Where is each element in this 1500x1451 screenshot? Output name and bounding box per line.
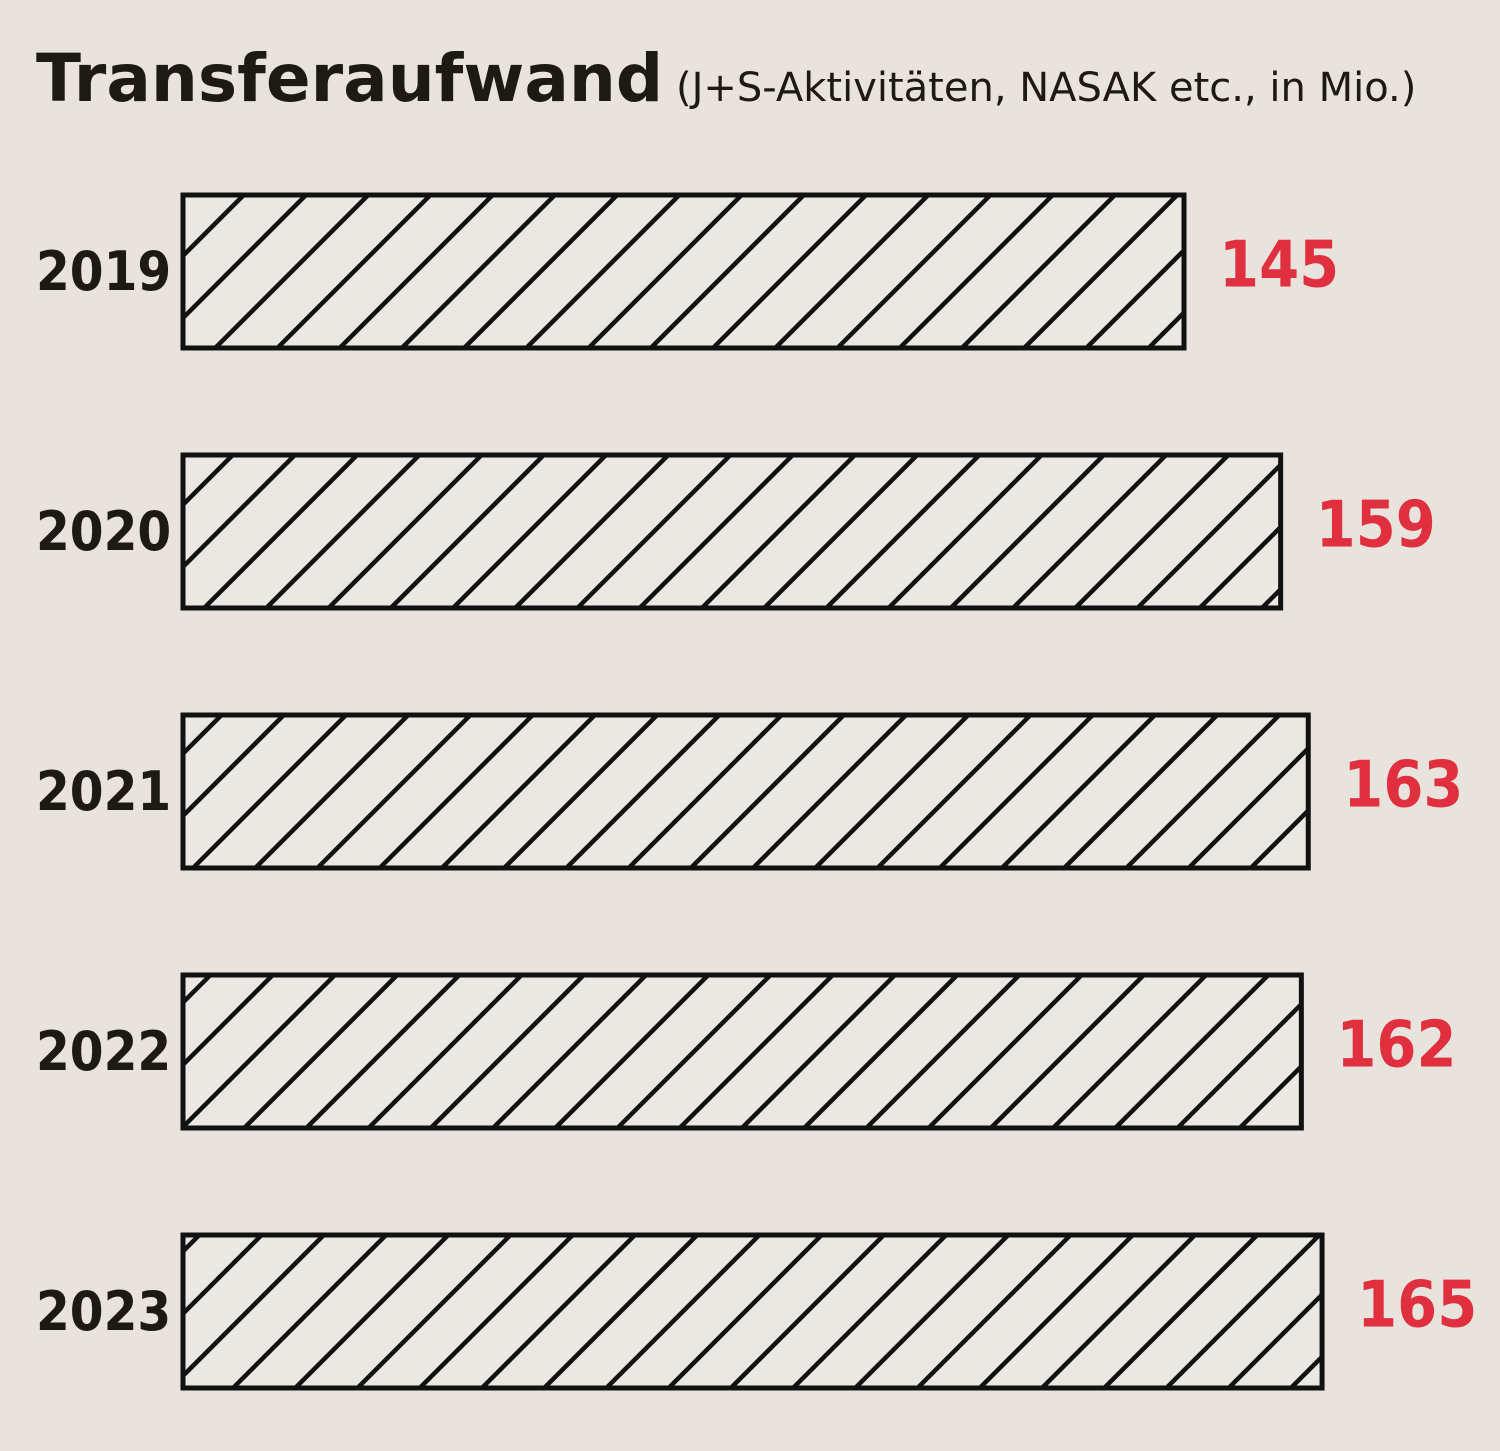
- category-label-2019: 2019: [36, 240, 171, 303]
- category-label-2022: 2022: [36, 1020, 171, 1083]
- bar-2022: [180, 972, 1304, 1131]
- category-label-2021: 2021: [36, 760, 171, 823]
- chart-subtitle: (J+S-Aktivitäten, NASAK etc., in Mio.): [676, 65, 1416, 111]
- value-label-2022: 162: [1336, 1009, 1456, 1083]
- bar-2021: [180, 712, 1311, 871]
- category-label-2020: 2020: [36, 500, 171, 563]
- bars-group: 2019 145 2020 159 2021 163 2022 162 2023 165: [36, 192, 1477, 1391]
- bar-2020: [180, 452, 1284, 611]
- bar-2023: [180, 1232, 1325, 1391]
- value-label-2019: 145: [1219, 229, 1339, 303]
- value-label-2021: 163: [1343, 749, 1463, 823]
- value-label-2020: 159: [1316, 489, 1436, 563]
- category-label-2023: 2023: [36, 1280, 171, 1343]
- value-label-2023: 165: [1357, 1269, 1477, 1343]
- bar-2019: [180, 192, 1187, 351]
- chart-title: Transferaufwand: [36, 40, 663, 117]
